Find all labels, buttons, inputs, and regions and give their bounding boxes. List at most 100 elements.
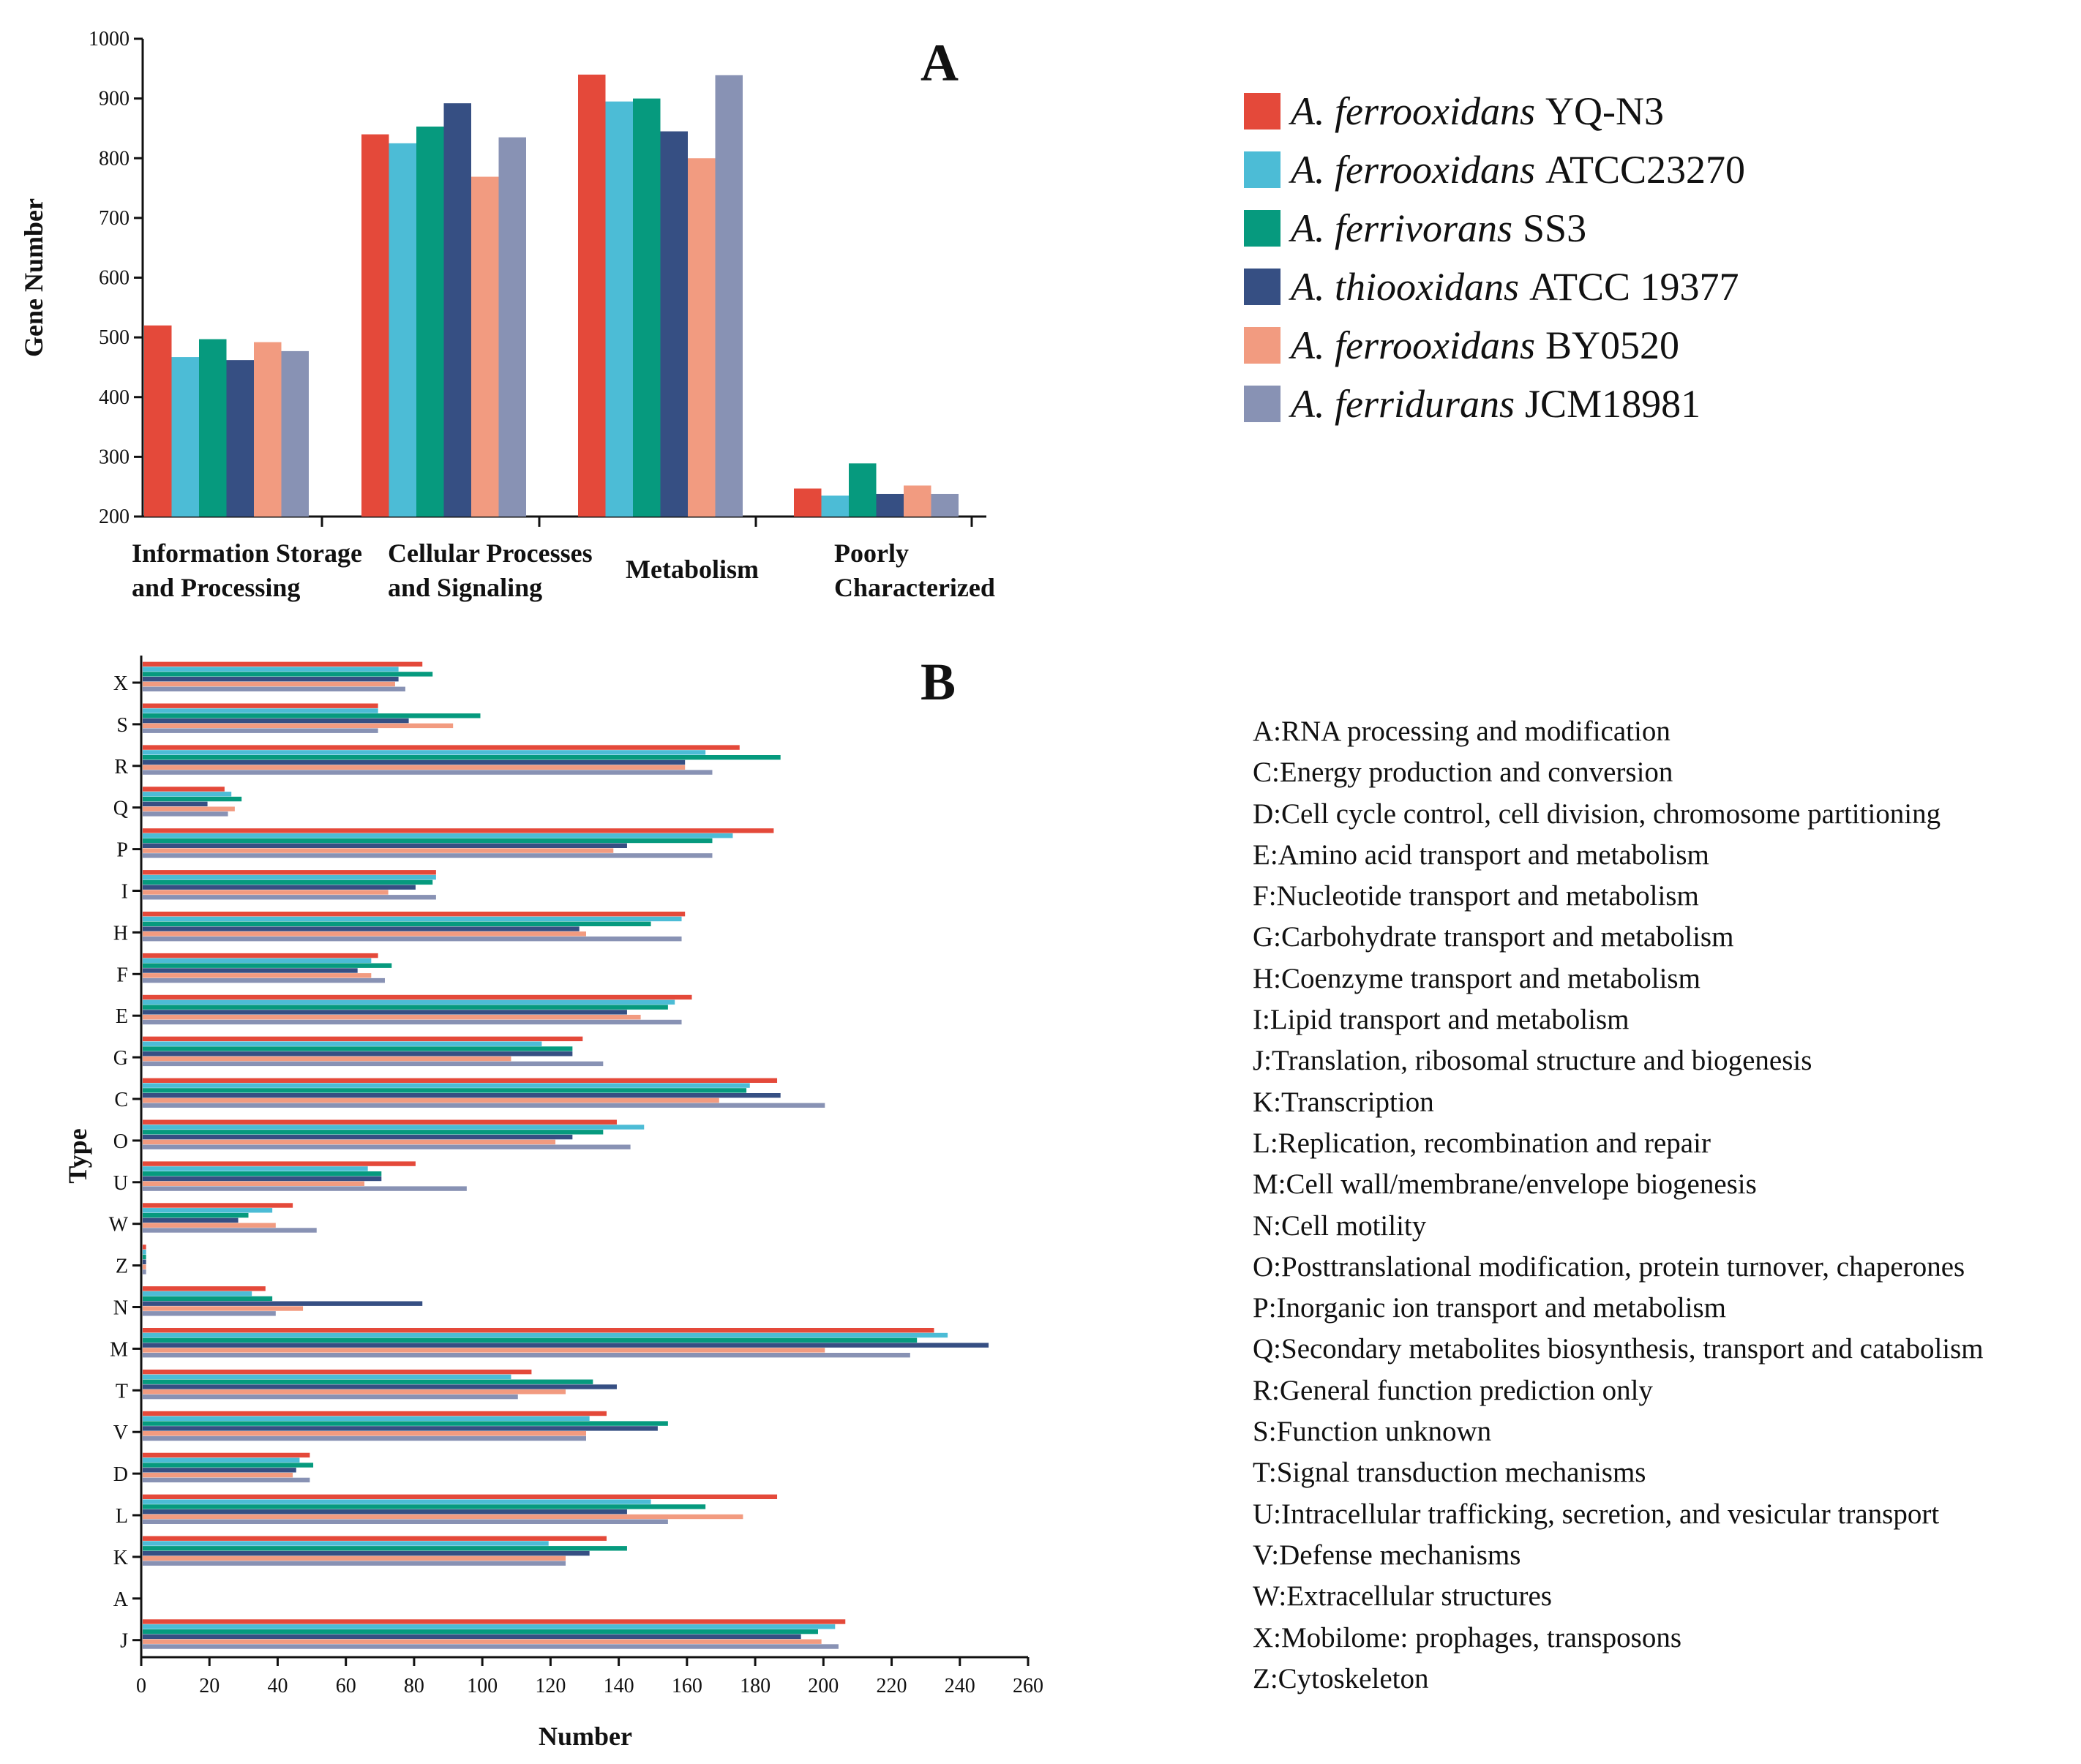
- bar: [143, 1208, 273, 1213]
- legend: A. ferrooxidans YQ-N3 A. ferrooxidans ATCC2…: [1244, 82, 1745, 433]
- bar: [143, 937, 682, 942]
- bar: [143, 759, 686, 765]
- category-list: A:RNA processing and modification C:Energ…: [1253, 711, 1984, 1700]
- y-category-label: V: [113, 1422, 128, 1444]
- bar: [143, 977, 385, 983]
- y-tick-label: 700: [99, 207, 130, 230]
- bar: [143, 885, 416, 890]
- bar: [143, 1369, 532, 1375]
- bar: [143, 745, 740, 750]
- legend-strain: ATCC23270: [1545, 148, 1746, 192]
- category-description: A:RNA processing and modification: [1253, 716, 1671, 747]
- y-category-label: U: [113, 1172, 128, 1195]
- bar: [143, 1644, 839, 1649]
- bar: [143, 703, 378, 708]
- x-category-label: Information Storage: [132, 538, 362, 568]
- bar: [143, 1463, 314, 1468]
- bar: [254, 342, 282, 517]
- bar: [143, 1634, 801, 1640]
- category-description: E:Amino acid transport and metabolism: [1253, 838, 1709, 871]
- bar: [876, 493, 904, 517]
- bar: [143, 1296, 273, 1302]
- bar: [143, 1629, 818, 1634]
- y-category-label: T: [116, 1380, 128, 1403]
- bar: [143, 1130, 604, 1135]
- bar: [143, 968, 358, 973]
- x-tick-label: 40: [267, 1675, 288, 1697]
- bar: [605, 101, 633, 517]
- bar: [143, 1203, 293, 1208]
- bar: [143, 1010, 627, 1015]
- x-category-label: Characterized: [834, 573, 995, 602]
- bar: [143, 1457, 300, 1463]
- bar: [143, 1519, 668, 1524]
- bar: [143, 1217, 239, 1223]
- y-tick-label: 200: [99, 506, 130, 528]
- bar: [143, 912, 686, 917]
- bar: [143, 895, 436, 900]
- bar: [143, 1186, 467, 1191]
- bar: [143, 1254, 146, 1260]
- category-description: S:Function unknown: [1253, 1416, 1492, 1448]
- bar: [143, 1541, 549, 1546]
- bar: [143, 1259, 146, 1264]
- bar: [143, 1561, 566, 1566]
- bar: [143, 1005, 668, 1010]
- y-category-label: P: [116, 839, 128, 862]
- bar: [143, 1291, 252, 1296]
- bar: [143, 1139, 556, 1145]
- bar: [143, 1046, 573, 1051]
- y-tick-label: 500: [99, 326, 130, 349]
- bar: [361, 134, 389, 517]
- bar: [143, 926, 580, 931]
- legend-swatch: [1244, 386, 1281, 422]
- bar: [143, 713, 481, 718]
- category-description: F:Nucleotide transport and metabolism: [1253, 880, 1699, 912]
- panel-label-b: B: [920, 653, 956, 711]
- bar: [226, 360, 254, 517]
- bar: [143, 1264, 146, 1269]
- y-tick-label: 800: [99, 147, 130, 170]
- y-tick-label: 1000: [89, 28, 130, 50]
- bar: [498, 137, 526, 517]
- bar: [143, 1181, 364, 1186]
- legend-strain: ATCC 19377: [1529, 265, 1739, 309]
- y-category-label: Z: [116, 1256, 128, 1278]
- category-description: Q:Secondary metabolites biosynthesis, tr…: [1253, 1333, 1984, 1365]
- legend-item: A. thiooxidans ATCC 19377: [1244, 258, 1745, 316]
- bar: [143, 1015, 641, 1020]
- legend-species: A. ferrooxidans: [1291, 323, 1535, 367]
- bar: [143, 667, 399, 672]
- category-description: N:Cell motility: [1253, 1209, 1427, 1242]
- bar: [143, 1328, 934, 1333]
- bar: [143, 1619, 846, 1624]
- category-description: V:Defense mechanisms: [1253, 1539, 1521, 1571]
- category-description: P:Inorganic ion transport and metabolism: [1253, 1292, 1727, 1324]
- bar: [143, 1472, 293, 1478]
- bar: [143, 1514, 743, 1520]
- bar: [143, 1555, 566, 1561]
- panel-label-a: A: [920, 34, 959, 92]
- bar: [143, 1536, 607, 1541]
- x-tick-label: 120: [535, 1675, 566, 1697]
- legend-strain: SS3: [1523, 206, 1587, 250]
- bar: [143, 1212, 249, 1218]
- category-description: H:Coenzyme transport and metabolism: [1253, 962, 1701, 994]
- y-category-label: D: [113, 1463, 128, 1486]
- y-category-label: J: [120, 1630, 128, 1653]
- bar: [143, 931, 586, 937]
- category-description: X:Mobilome: prophages, transposons: [1253, 1621, 1682, 1654]
- bar: [143, 1056, 511, 1062]
- bar: [143, 718, 409, 724]
- bar: [794, 488, 822, 517]
- bar: [416, 126, 444, 517]
- bar: [143, 1171, 382, 1176]
- bar: [821, 495, 849, 517]
- legend-species: A. ferridurans: [1291, 382, 1515, 426]
- y-category-label: N: [113, 1297, 128, 1320]
- y-category-label: C: [114, 1089, 128, 1111]
- bar: [143, 677, 399, 682]
- category-description: J:Translation, ribosomal structure and b…: [1253, 1045, 1812, 1077]
- bar: [143, 838, 713, 844]
- bar: [143, 870, 436, 875]
